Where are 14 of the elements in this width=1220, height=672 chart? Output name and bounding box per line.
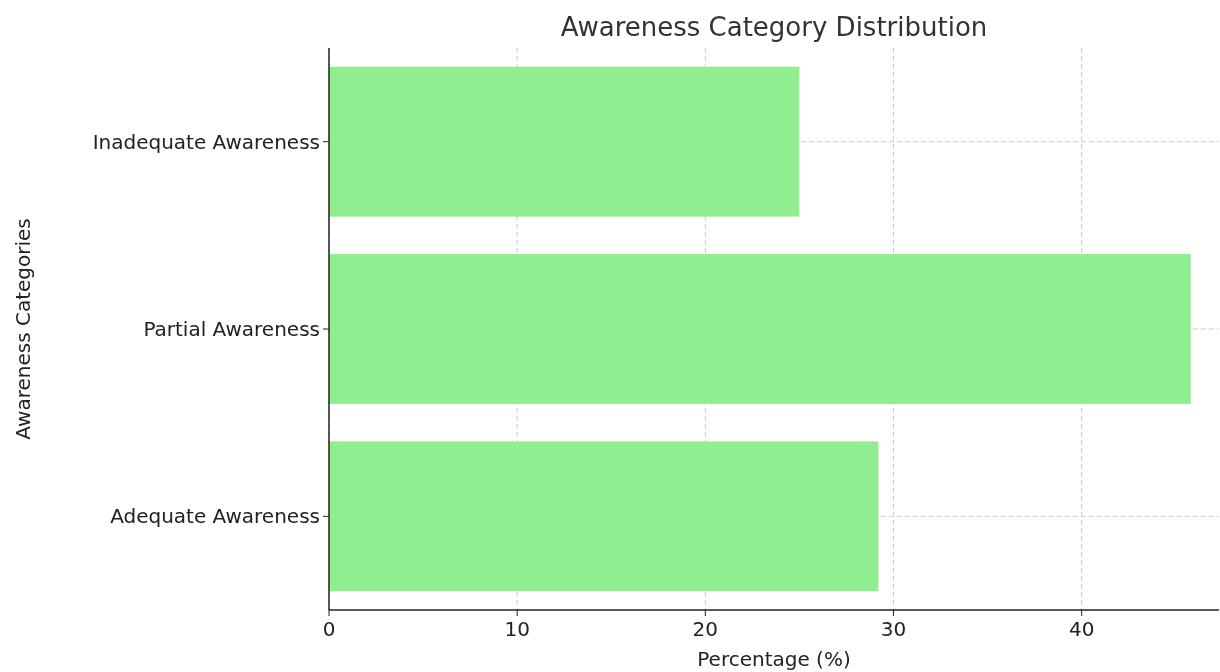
y-tick-label: Inadequate Awareness [92, 129, 320, 154]
x-tick-label: 20 [692, 617, 719, 641]
bar [329, 441, 879, 592]
x-tick-label: 10 [504, 617, 530, 641]
y-axis-title: Awareness Categories [11, 218, 35, 440]
x-axis-title: Percentage (%) [697, 647, 851, 671]
y-tick-label: Partial Awareness [143, 317, 320, 341]
chart-title: Awareness Category Distribution [560, 12, 988, 42]
x-tick-label: 40 [1068, 617, 1095, 641]
bar [329, 254, 1191, 404]
x-tick-label: 0 [322, 617, 336, 641]
bar [329, 66, 800, 217]
x-tick-label: 30 [880, 617, 907, 641]
y-tick-label: Adequate Awareness [110, 504, 320, 529]
